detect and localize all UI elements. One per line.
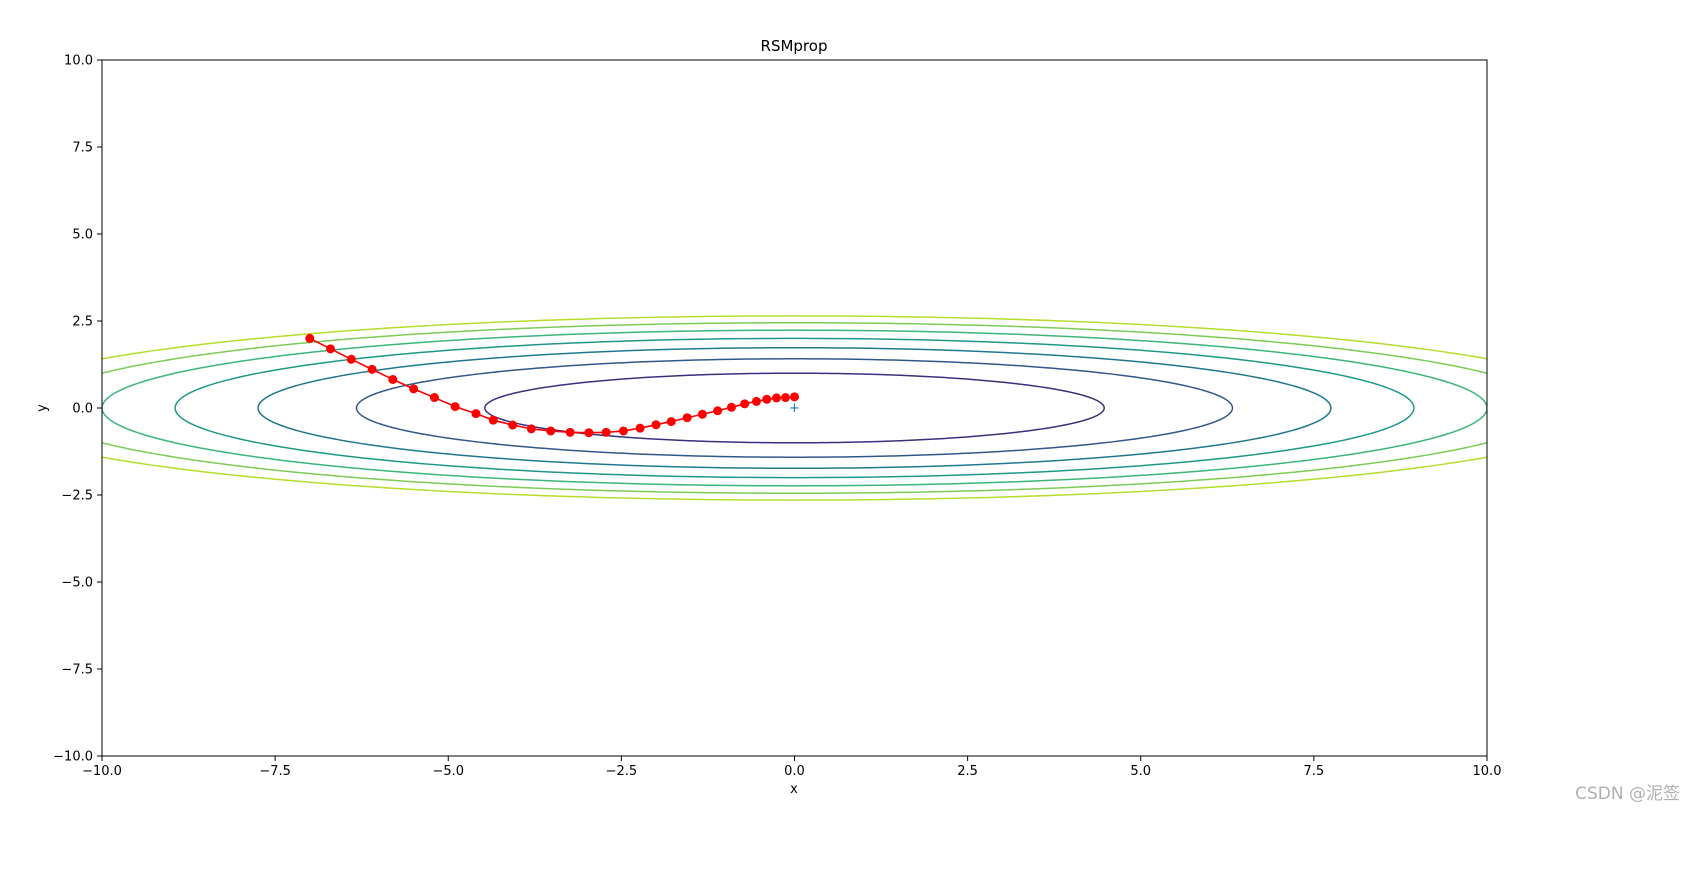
y-tick-label: −5.0 [61,576,93,591]
data-point [346,354,356,364]
data-point [584,428,594,438]
x-axis-label: x [790,782,798,797]
data-point [682,413,692,423]
data-point [508,420,518,430]
contour-line [174,337,1415,479]
data-point [618,426,628,436]
contour-line [102,315,1487,501]
watermark: CSDN @泥签 [1575,784,1680,804]
data-point [305,333,315,343]
data-point [635,423,645,433]
data-point [651,420,661,430]
y-tick-label: 5.0 [72,228,93,243]
data-point [740,399,750,409]
data-point [565,427,575,437]
data-point [666,417,676,427]
data-point [771,393,781,403]
x-tick-label: −10.0 [82,764,122,779]
data-point [546,426,556,436]
x-tick-label: 10.0 [1473,764,1502,779]
data-point [713,406,723,416]
data-point [697,409,707,419]
data-point [488,415,498,425]
contour-line [102,329,1487,487]
contour-layer [102,315,1487,501]
x-tick-label: 7.5 [1304,764,1325,779]
contour-line [484,372,1105,444]
x-tick-label: −2.5 [606,764,638,779]
data-point [790,392,799,402]
data-point [429,393,439,403]
x-tick-label: −7.5 [259,764,291,779]
data-point [751,396,761,406]
x-tick-label: −5.0 [432,764,464,779]
data-point [526,424,536,434]
x-tick-label: 5.0 [1130,764,1151,779]
chart-title: RSMprop [761,37,828,55]
contour-line [257,346,1332,470]
y-tick-label: −2.5 [61,489,93,504]
data-point [367,364,377,374]
data-point [780,393,790,403]
data-point [326,344,336,354]
y-tick-label: −10.0 [53,750,93,765]
data-point [450,402,460,412]
series-layer: + [305,333,800,438]
y-tick-label: 10.0 [64,54,93,69]
data-point [726,402,736,412]
x-axis: −10.0 −7.5 −5.0 −2.5 0.0 2.5 5.0 7.5 10.0 [82,756,1501,779]
data-point [762,394,772,404]
minimum-marker: + [789,401,800,416]
x-tick-label: 0.0 [784,764,805,779]
y-tick-label: 7.5 [72,141,93,156]
data-point [409,384,419,394]
x-tick-label: 2.5 [957,764,978,779]
y-tick-label: 0.0 [72,402,93,417]
contour-line [102,322,1487,494]
data-point [471,409,481,419]
data-point [388,374,398,384]
y-tick-label: 2.5 [72,315,93,330]
y-axis-label: y [35,404,50,412]
contour-line [355,358,1234,458]
data-point [601,427,611,437]
y-tick-label: −7.5 [61,663,93,678]
y-axis: −10.0 −7.5 −5.0 −2.5 0.0 2.5 5.0 7.5 10.0 [53,54,102,765]
